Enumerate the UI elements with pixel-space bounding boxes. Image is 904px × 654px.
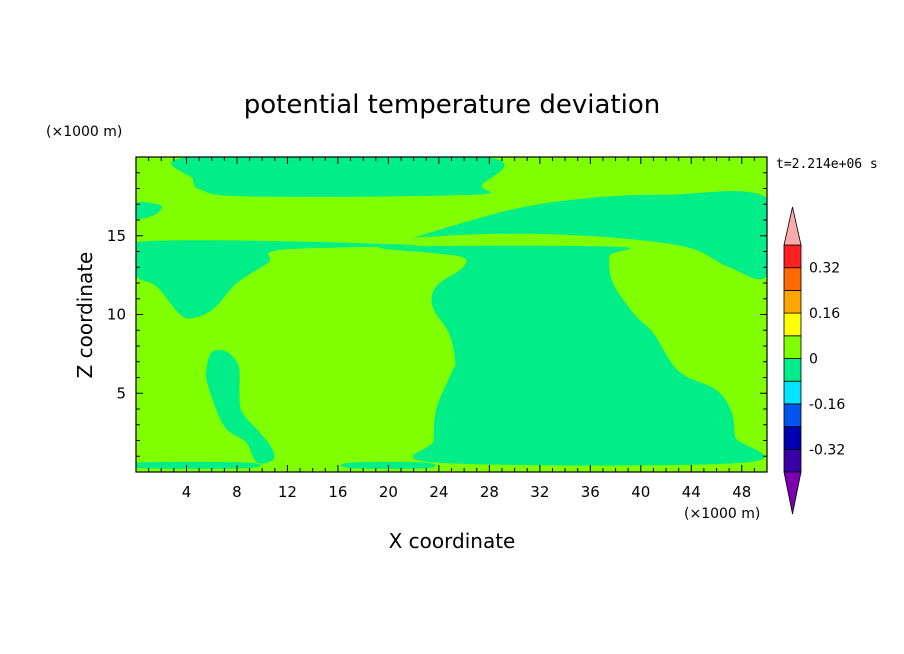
colorbar-under-triangle [783, 471, 802, 515]
time-label: t=2.214e+06 s [776, 157, 878, 172]
contour-region-left-lobe [136, 240, 420, 319]
x-tick-label: 48 [732, 483, 751, 501]
colorbar-tick-label: 0.16 [809, 306, 840, 322]
colorbar-segment [783, 380, 802, 405]
colorbar-segment [783, 358, 802, 382]
colorbar-tick-label: -0.16 [809, 397, 845, 413]
contour-region-left-tongue [205, 349, 275, 464]
x-tick-label: 40 [631, 483, 650, 501]
x-tick-label: 4 [182, 483, 192, 501]
x-tick-label: 12 [278, 483, 297, 501]
chart-title: potential temperature deviation [244, 90, 660, 120]
x-tick-label: 24 [429, 483, 448, 501]
y-axis-label: Z coordinate [73, 252, 97, 379]
x-tick-label: 8 [232, 483, 242, 501]
x-axis-label: X coordinate [389, 529, 516, 553]
contour-region-central-right-region [377, 245, 765, 466]
y-tick-label: 5 [116, 384, 126, 402]
x-tick-label: 20 [379, 483, 398, 501]
x-tick-label: 16 [328, 483, 347, 501]
colorbar-segment [783, 312, 802, 337]
colorbar-segment [783, 335, 802, 359]
y-tick-label: 15 [107, 227, 126, 245]
contour-region-bottom-left-strip [136, 461, 261, 469]
colorbar-tick-label: 0.32 [809, 261, 840, 277]
colorbar-segment [783, 448, 802, 473]
colorbar-over-triangle [783, 206, 802, 246]
colorbar-segment [783, 403, 802, 427]
y-axis-unit: (×1000 m) [46, 124, 122, 140]
x-tick-label: 32 [530, 483, 549, 501]
contour-region-upper-band [171, 157, 505, 197]
colorbar-segment [783, 426, 802, 450]
colorbar-segment [783, 267, 802, 291]
x-axis-unit: (×1000 m) [684, 506, 760, 522]
colorbar-tick-label: -0.32 [809, 442, 845, 458]
colorbar-segment [783, 289, 802, 314]
x-tick-label: 44 [682, 483, 701, 501]
contour-region-upper-left-strip [136, 202, 162, 220]
y-tick-label: 10 [107, 306, 126, 324]
colorbar: 0.32 0.16 0 -0.16 -0.32 [783, 206, 845, 515]
colorbar-tick-label: 0 [809, 352, 818, 368]
x-tick-label: 28 [480, 483, 499, 501]
contour-plot [136, 157, 767, 472]
contour-region-upper-right-plume [410, 191, 767, 280]
x-tick-label: 36 [581, 483, 600, 501]
colorbar-segment [783, 244, 802, 269]
